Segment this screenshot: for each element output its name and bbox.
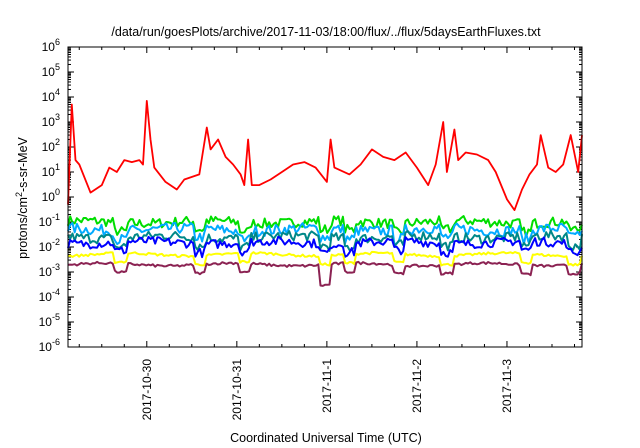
chart-title: /data/run/goesPlots/archive/2017-11-03/1…: [111, 25, 541, 39]
series-line-7: [67, 260, 583, 287]
series-line-6: [67, 250, 583, 267]
series-line-1: [67, 100, 583, 211]
y-tick-label: 105: [42, 62, 60, 79]
x-tick-label: 2017-11-2: [410, 359, 424, 413]
plot-frame: [67, 46, 583, 348]
x-tick-label: 2017-10-30: [140, 359, 154, 421]
y-tick-label: 104: [42, 87, 60, 104]
y-tick-label: 10-6: [39, 337, 60, 354]
y-tick-label: 10-1: [39, 212, 60, 229]
series-line-2: [67, 215, 583, 238]
x-tick-label: 2017-11-1: [320, 359, 334, 413]
y-tick-label: 10-3: [39, 262, 60, 279]
axis-ticks: 10-6 10-5 10-4 10-3 10-2 10-1 100 101 102 103 104 1…: [39, 37, 582, 420]
y-axis-label-sup: 2: [14, 192, 24, 197]
series-line-3: [67, 222, 583, 246]
x-tick-label: 2017-10-31: [230, 359, 244, 421]
y-tick-label: 103: [42, 112, 60, 129]
y-tick-label: 106: [42, 37, 60, 54]
y-tick-label: 10-2: [39, 237, 60, 254]
series-layer: [67, 100, 583, 287]
x-axis-label: Coordinated Universal Time (UTC): [230, 431, 422, 445]
y-axis-label: protons/cm2-s-sr-MeV: [14, 136, 30, 258]
svg-text:protons/cm2-s-sr-MeV: protons/cm2-s-sr-MeV: [14, 136, 30, 258]
y-tick-label: 102: [42, 137, 60, 154]
series-line-5: [67, 235, 583, 259]
y-tick-label: 10-5: [39, 312, 60, 329]
y-tick-label: 101: [42, 162, 60, 179]
x-tick-label: 2017-11-3: [500, 359, 514, 413]
y-axis-label-prefix: protons/cm: [16, 197, 30, 259]
y-tick-label: 10-4: [39, 287, 60, 304]
y-tick-label: 100: [42, 187, 60, 204]
y-axis-label-suffix: -s-sr-MeV: [16, 136, 30, 192]
